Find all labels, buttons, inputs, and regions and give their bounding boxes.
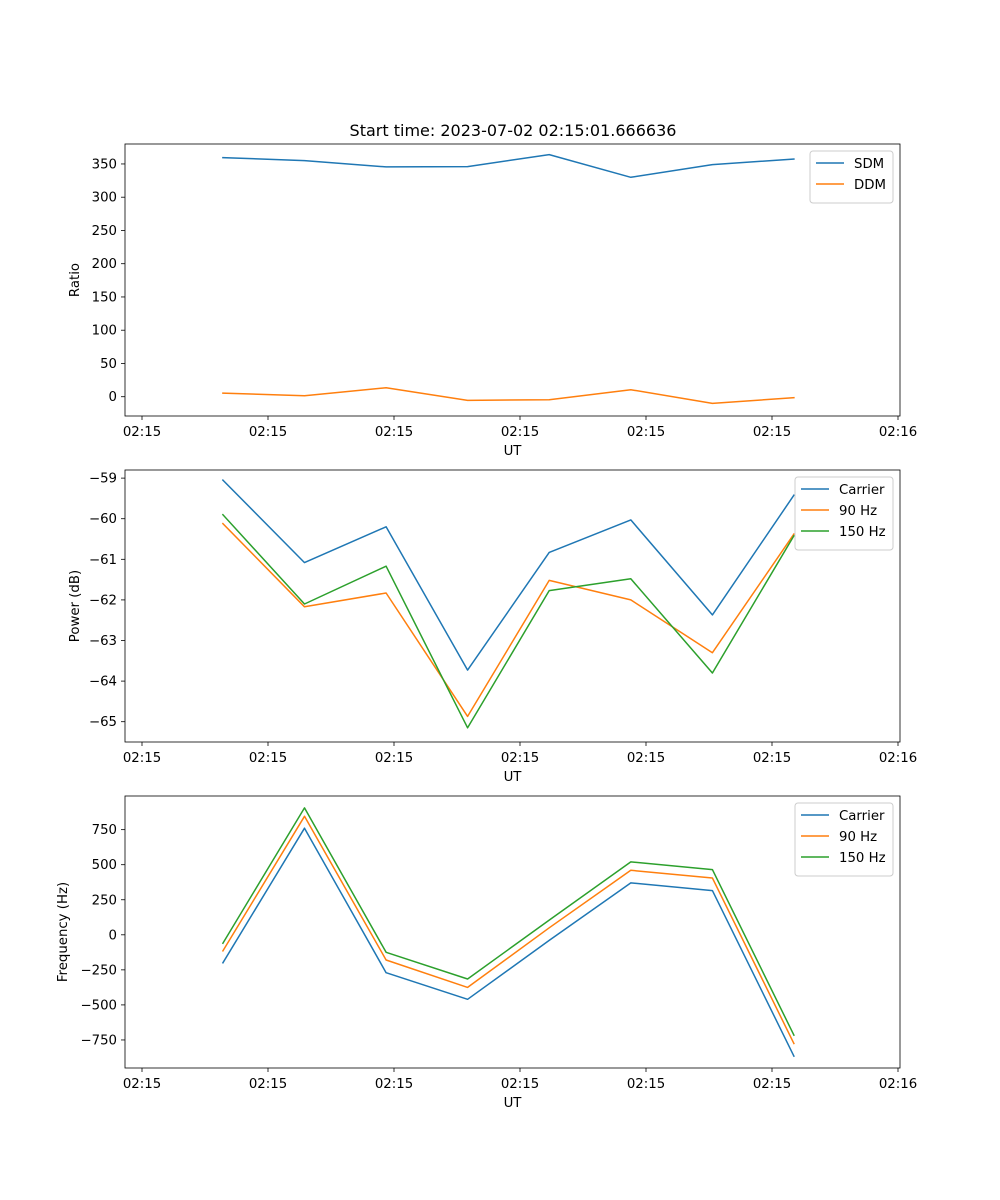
x-tick-label: 02:16: [879, 425, 917, 440]
series-line-ddm: [222, 386, 795, 405]
axes-frame: [124, 795, 901, 1069]
series-line-90-hz: [221, 522, 795, 718]
y-tick-label: −750: [80, 1033, 117, 1048]
series-line-sdm: [222, 153, 795, 179]
x-axis-label: UT: [504, 770, 523, 785]
legend-label: 90 Hz: [839, 830, 877, 845]
y-tick-label: −65: [89, 715, 117, 730]
legend-label: 150 Hz: [839, 525, 886, 540]
y-tick-label: 750: [92, 823, 117, 838]
axes-frame: [124, 143, 901, 417]
y-tick-label: 200: [92, 257, 117, 272]
x-tick-label: 02:16: [879, 751, 917, 766]
x-tick-label: 02:15: [375, 425, 413, 440]
legend-label: 150 Hz: [839, 851, 886, 866]
x-tick-label: 02:16: [879, 1077, 917, 1092]
y-tick-label: 0: [109, 928, 117, 943]
x-axis-label: UT: [504, 1096, 523, 1111]
chart-title: Start time: 2023-07-02 02:15:01.666636: [350, 121, 677, 140]
y-axis-label: Ratio: [68, 263, 83, 297]
x-tick-label: 02:15: [501, 1077, 539, 1092]
series-line-carrier: [221, 827, 795, 1058]
y-tick-label: −61: [89, 553, 117, 568]
x-tick-label: 02:15: [123, 751, 161, 766]
y-tick-label: 500: [92, 858, 117, 873]
y-tick-label: 0: [109, 390, 117, 405]
x-tick-label: 02:15: [249, 1077, 287, 1092]
y-tick-label: 350: [92, 157, 117, 172]
x-tick-label: 02:15: [753, 425, 791, 440]
chart-panels: 02:15 02:15 02:15 02:15 02:15 02:15 02:16 0 50 10…: [56, 143, 917, 1111]
x-tick-label: 02:15: [627, 751, 665, 766]
x-tick-label: 02:15: [627, 1077, 665, 1092]
x-tick-label: 02:15: [123, 425, 161, 440]
subplot-1: 02:15 02:15 02:15 02:15 02:15 02:15 02:16 0 50 10…: [68, 143, 917, 459]
x-tick-label: 02:15: [249, 751, 287, 766]
y-tick-label: −60: [89, 512, 117, 527]
y-tick-label: 100: [92, 324, 117, 339]
y-axis-label: Frequency (Hz): [56, 882, 71, 982]
y-tick-label: −63: [89, 634, 117, 649]
x-tick-label: 02:15: [753, 751, 791, 766]
y-tick-label: −250: [80, 963, 117, 978]
legend-label: DDM: [854, 178, 886, 193]
y-tick-label: −64: [89, 675, 117, 690]
subplot-3: 02:15 02:15 02:15 02:15 02:15 02:15 02:16 −750 −…: [56, 795, 917, 1111]
x-tick-label: 02:15: [249, 425, 287, 440]
y-tick-label: −62: [89, 593, 117, 608]
x-tick-label: 02:15: [501, 751, 539, 766]
x-axis-label: UT: [504, 444, 523, 459]
legend-label: Carrier: [839, 483, 885, 498]
x-tick-label: 02:15: [627, 425, 665, 440]
legend-label: SDM: [854, 157, 884, 172]
axes-frame: [124, 469, 901, 743]
x-tick-label: 02:15: [375, 1077, 413, 1092]
subplot-2: 02:15 02:15 02:15 02:15 02:15 02:15 02:16 −65 −6…: [68, 469, 917, 785]
x-tick-label: 02:15: [501, 425, 539, 440]
y-tick-label: 50: [100, 357, 117, 372]
y-tick-label: 150: [92, 290, 117, 305]
legend-label: 90 Hz: [839, 504, 877, 519]
y-tick-label: −59: [89, 472, 117, 487]
y-tick-label: 250: [92, 893, 117, 908]
series-line-90-hz: [221, 815, 795, 1045]
x-tick-label: 02:15: [123, 1077, 161, 1092]
series-line-carrier: [221, 479, 795, 671]
y-tick-label: −500: [80, 998, 117, 1013]
x-tick-label: 02:15: [375, 751, 413, 766]
y-tick-label: 300: [92, 191, 117, 206]
y-axis-label: Power (dB): [68, 570, 83, 642]
legend-label: Carrier: [839, 809, 885, 824]
y-tick-label: 250: [92, 224, 117, 239]
legend-box: [809, 150, 894, 204]
series-line-150-hz: [221, 807, 795, 1037]
x-tick-label: 02:15: [753, 1077, 791, 1092]
series-line-150-hz: [221, 513, 795, 729]
